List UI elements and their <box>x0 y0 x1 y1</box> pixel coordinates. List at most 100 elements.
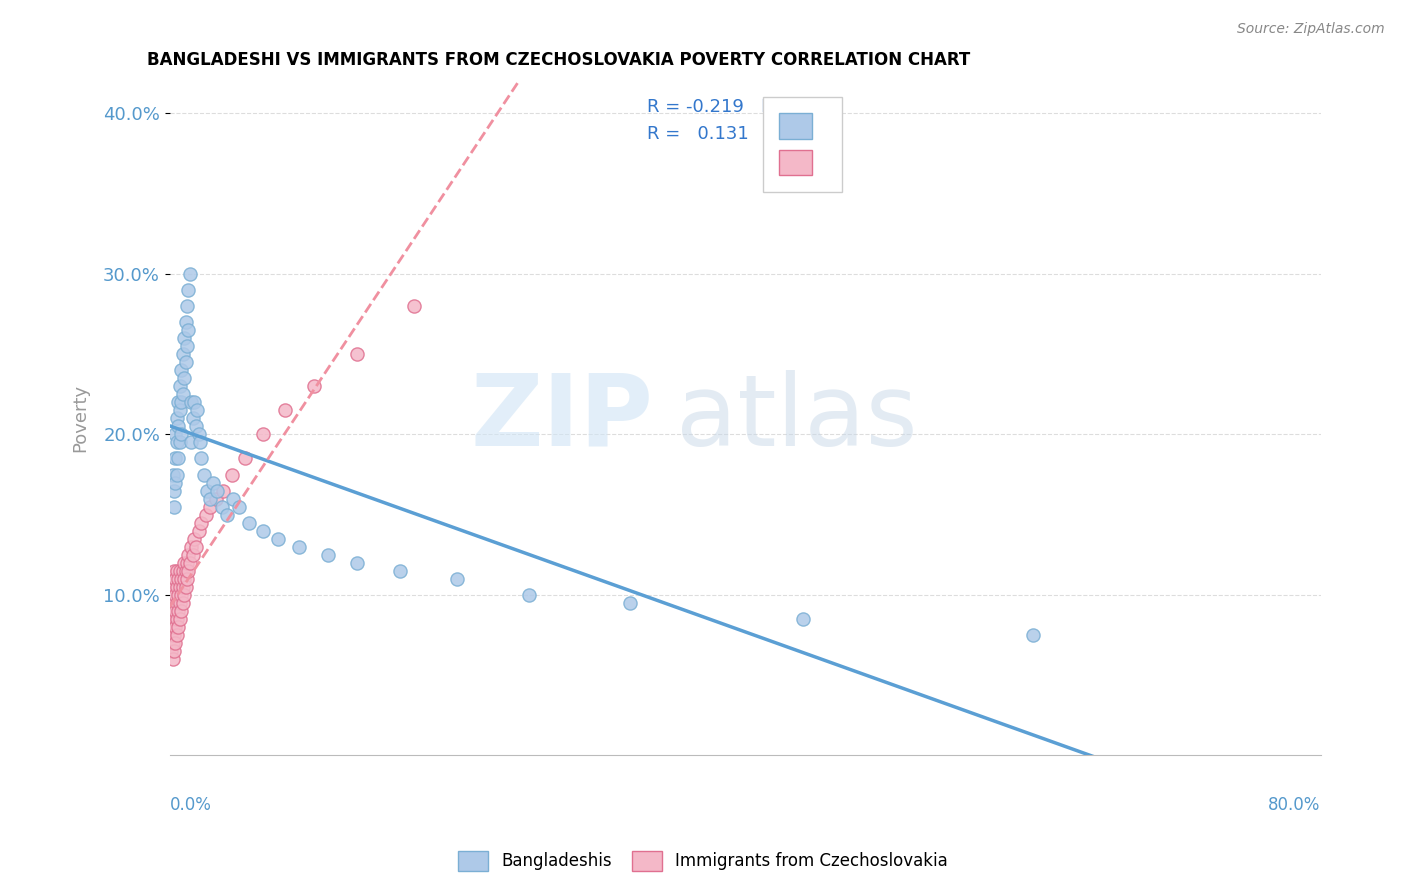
Point <box>162 652 184 666</box>
Point <box>228 500 250 514</box>
Point <box>346 347 368 361</box>
Text: ZIP: ZIP <box>470 370 654 467</box>
Point <box>302 379 325 393</box>
Point <box>166 435 188 450</box>
Point <box>316 548 339 562</box>
Point <box>169 435 191 450</box>
Point <box>173 572 195 586</box>
Point <box>193 467 215 482</box>
Point <box>274 403 297 417</box>
Text: atlas: atlas <box>676 370 918 467</box>
Point <box>167 395 190 409</box>
Point <box>162 620 184 634</box>
Point <box>163 500 186 514</box>
Point <box>176 556 198 570</box>
Point <box>169 596 191 610</box>
Text: BANGLADESHI VS IMMIGRANTS FROM CZECHOSLOVAKIA POVERTY CORRELATION CHART: BANGLADESHI VS IMMIGRANTS FROM CZECHOSLO… <box>146 51 970 69</box>
Point <box>180 435 202 450</box>
Point <box>176 572 198 586</box>
Point <box>183 395 205 409</box>
Point <box>163 612 186 626</box>
Point <box>169 580 191 594</box>
Point <box>174 580 197 594</box>
Point <box>1022 628 1045 642</box>
Point <box>167 604 190 618</box>
Point <box>195 483 218 498</box>
Point <box>172 580 194 594</box>
Point <box>183 532 205 546</box>
Point <box>172 347 194 361</box>
Text: Source: ZipAtlas.com: Source: ZipAtlas.com <box>1237 22 1385 37</box>
Point <box>170 395 193 409</box>
Point <box>190 451 212 466</box>
Point <box>173 331 195 345</box>
Point <box>165 636 187 650</box>
Point <box>190 516 212 530</box>
Y-axis label: Poverty: Poverty <box>72 384 89 452</box>
Point <box>165 604 187 618</box>
Point <box>238 516 260 530</box>
Point <box>177 323 200 337</box>
Legend: Bangladeshis, Immigrants from Czechoslovakia: Bangladeshis, Immigrants from Czechoslov… <box>450 842 956 880</box>
Point <box>166 596 188 610</box>
Point <box>166 411 188 425</box>
Point <box>184 419 207 434</box>
Point <box>163 483 186 498</box>
Point <box>170 363 193 377</box>
Legend: , : , <box>763 97 842 192</box>
Point <box>163 580 186 594</box>
Point <box>167 451 190 466</box>
Point <box>179 556 201 570</box>
Point <box>162 467 184 482</box>
Point <box>792 612 814 626</box>
Point <box>180 540 202 554</box>
Point <box>170 604 193 618</box>
Point <box>252 427 274 442</box>
Point <box>194 508 217 522</box>
Point <box>177 548 200 562</box>
Point <box>165 572 187 586</box>
Point <box>180 395 202 409</box>
Point <box>174 355 197 369</box>
Point <box>172 564 194 578</box>
Point <box>198 500 221 514</box>
Point <box>160 628 183 642</box>
Point <box>165 475 187 490</box>
Point <box>179 267 201 281</box>
Point <box>173 556 195 570</box>
Point <box>166 467 188 482</box>
Point <box>172 596 194 610</box>
Point <box>162 636 184 650</box>
Point <box>201 475 224 490</box>
Point <box>170 572 193 586</box>
Point <box>169 612 191 626</box>
Point <box>172 387 194 401</box>
Point <box>169 564 191 578</box>
Point <box>177 564 200 578</box>
Point <box>165 588 187 602</box>
Point <box>198 491 221 506</box>
Point <box>165 427 187 442</box>
Point <box>404 299 426 313</box>
Point <box>619 596 641 610</box>
Point <box>169 379 191 393</box>
Point <box>173 588 195 602</box>
Point <box>288 540 311 554</box>
Point <box>221 467 243 482</box>
Point <box>174 564 197 578</box>
Point <box>187 427 209 442</box>
Text: R =   0.131   N = 64: R = 0.131 N = 64 <box>647 125 830 143</box>
Point <box>211 500 233 514</box>
Point <box>166 628 188 642</box>
Point <box>217 508 239 522</box>
Point <box>170 588 193 602</box>
Point <box>233 451 256 466</box>
Point <box>167 620 190 634</box>
Point <box>166 564 188 578</box>
Point <box>162 604 184 618</box>
Point <box>388 564 411 578</box>
Point <box>173 371 195 385</box>
Text: 0.0%: 0.0% <box>170 796 211 814</box>
Point <box>212 483 235 498</box>
Point <box>176 339 198 353</box>
